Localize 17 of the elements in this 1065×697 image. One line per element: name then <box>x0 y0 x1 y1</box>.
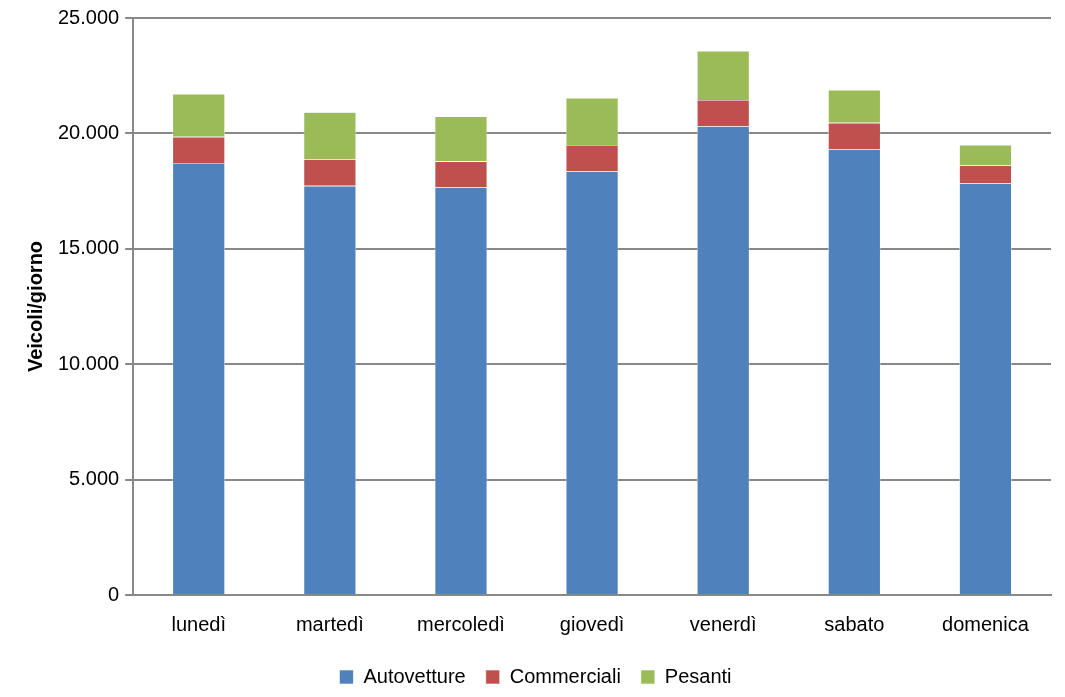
y-tick-label: 5.000 <box>69 467 120 490</box>
y-tick-label: 25.000 <box>58 5 120 28</box>
x-tick-label: lunedì <box>171 612 226 635</box>
y-tick-label: 20.000 <box>58 120 120 143</box>
legend-label: Pesanti <box>664 664 732 687</box>
legend-label: Autovetture <box>363 664 466 687</box>
y-tick-label: 10.000 <box>58 351 120 374</box>
x-tick-label: sabato <box>824 612 885 635</box>
y-axis-title: Veicoli/giorno <box>23 240 46 373</box>
legend-label: Commerciali <box>509 664 621 687</box>
y-tick-label: 15.000 <box>58 236 120 259</box>
x-tick-label: martedì <box>295 612 364 635</box>
x-tick-label: venerdì <box>689 612 757 635</box>
x-tick-label: mercoledì <box>417 612 505 635</box>
x-tick-label: domenica <box>942 612 1030 635</box>
y-tick-label: 0 <box>108 582 120 605</box>
x-tick-label: giovedì <box>559 612 625 635</box>
